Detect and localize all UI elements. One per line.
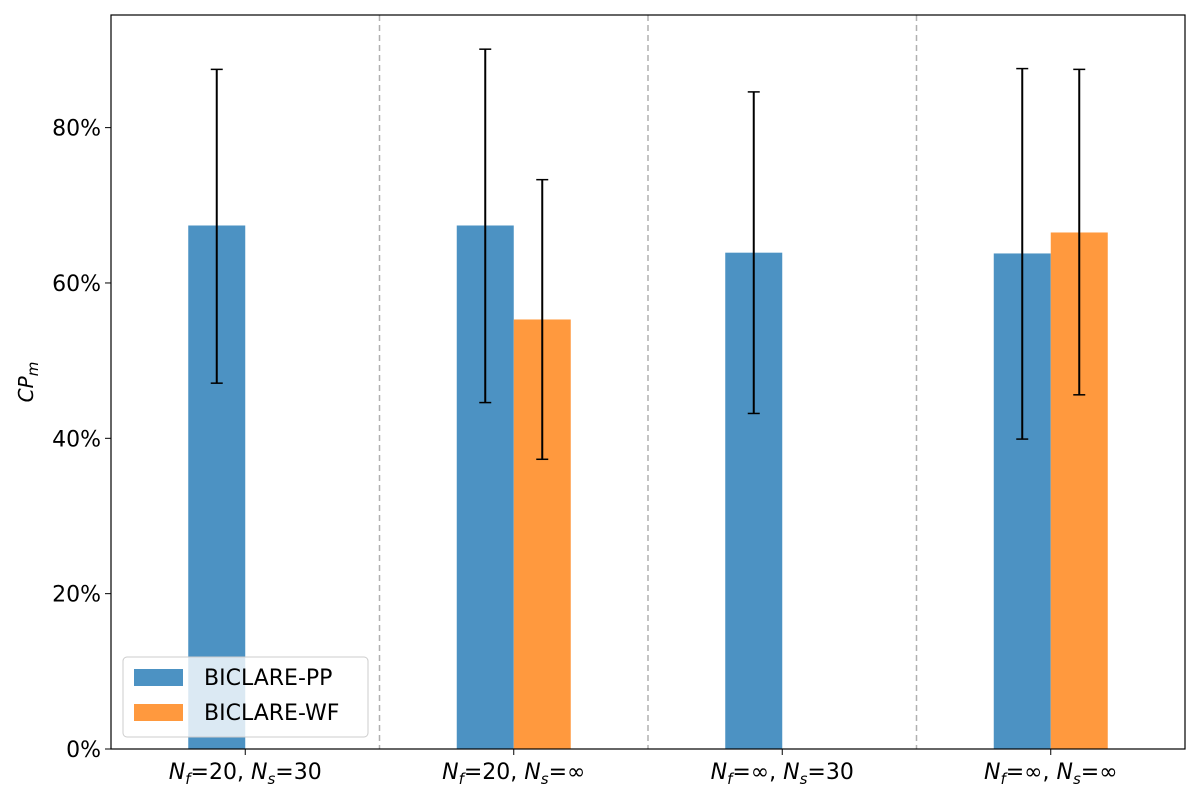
x-tick-label: Nf=∞, Ns=30 (711, 760, 854, 788)
plot-frame (110, 14, 1186, 750)
x-tick-label: Nf=20, Ns=∞ (442, 760, 585, 788)
y-axis: 0% 20% 40% 60% 80% (52, 117, 111, 763)
y-tick-label: 40% (52, 427, 101, 452)
group-separators (378, 15, 918, 749)
x-tick-label: Nf=20, Ns=30 (169, 760, 322, 788)
legend-box (122, 656, 369, 738)
legend-label-pp: BICLARE-PP (204, 666, 332, 691)
y-tick-label: 80% (52, 117, 101, 142)
y-tick-label: 0% (66, 738, 101, 763)
legend-swatch-pp (134, 669, 183, 686)
legend-label-wf: BICLARE-WF (204, 701, 339, 726)
x-axis: Nf=20, Ns=30 Nf=20, Ns=∞ Nf=∞, Ns=30 Nf=∞, … (169, 749, 1118, 788)
bars-layer (188, 225, 1108, 750)
legend-swatch-wf (134, 704, 183, 721)
legend: BICLARE-PP BICLARE-WF (122, 656, 369, 738)
y-tick-label: 60% (52, 272, 101, 297)
y-tick-label: 20% (52, 583, 101, 608)
y-axis-label: CPm (14, 362, 42, 403)
x-tick-label: Nf=∞, Ns=∞ (984, 760, 1118, 788)
error-bars-layer (210, 48, 1086, 461)
